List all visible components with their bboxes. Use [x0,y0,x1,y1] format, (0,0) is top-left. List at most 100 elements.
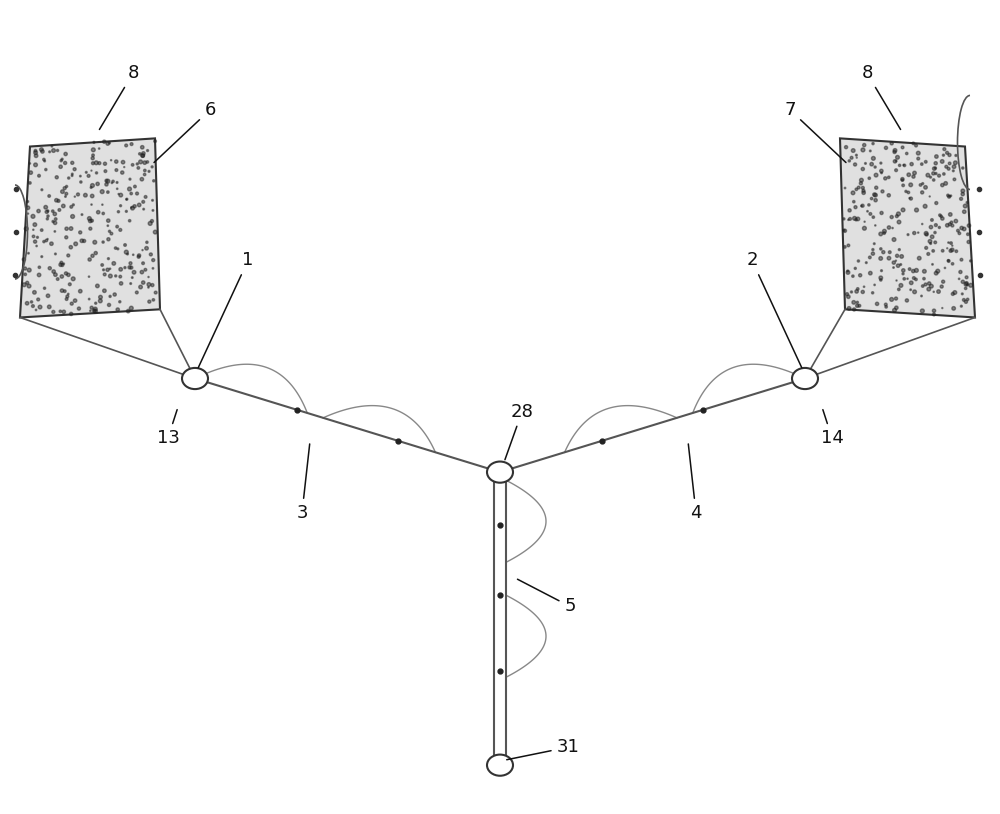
Point [944,219,960,232]
Point [144,215,160,228]
Text: 31: 31 [507,738,579,759]
Point [95,235,111,248]
Point [881,221,897,234]
Point [853,173,869,186]
Point [123,261,139,274]
Point [895,264,911,277]
Point [31,204,47,217]
Point [88,296,104,309]
Point [28,149,44,162]
Point [911,252,927,265]
Point [953,253,969,266]
Point [901,168,917,182]
Point [959,277,975,290]
Point [842,204,858,217]
Point [849,285,865,298]
Point [914,186,930,199]
Point [134,141,150,154]
Point [17,262,33,275]
Point [106,257,122,270]
Point [110,303,126,316]
Point [884,293,900,306]
Point [940,236,956,249]
Point [85,151,101,164]
Point [873,164,889,177]
Point [961,219,977,232]
Point [40,233,56,246]
Point [88,247,104,260]
Point [921,282,937,295]
Point [951,227,967,240]
Point [918,278,934,291]
Point [865,152,881,165]
Point [927,161,943,174]
Point [39,212,55,225]
Point [837,240,853,253]
Point [62,278,78,291]
Point [915,279,931,292]
Point [936,142,952,155]
Point [34,183,50,196]
Point [906,272,922,285]
Point [900,272,916,285]
Point [135,147,151,160]
Point [944,243,960,256]
Circle shape [792,368,818,389]
Point [868,194,884,207]
Point [97,164,113,177]
Point [42,146,58,159]
Point [53,256,69,269]
Point [82,214,98,227]
Point [85,149,101,162]
Point [129,157,145,170]
Point [948,215,964,228]
Point [47,268,63,281]
Point [842,212,858,225]
Point [845,144,861,157]
Point [905,170,921,183]
Point [941,162,957,175]
Point [84,301,100,314]
Point [120,247,136,260]
Point [125,202,141,215]
Point [26,286,42,299]
Point [847,262,863,275]
Point [20,195,36,208]
Point [865,211,881,224]
Point [960,293,976,306]
Point [47,225,63,238]
Point [139,236,155,249]
Point [40,209,56,222]
Point [908,139,924,152]
Point [850,255,866,268]
Point [878,298,894,311]
Point [130,161,146,174]
Point [934,301,950,314]
Point [926,308,942,321]
Point [924,258,940,271]
Text: 8: 8 [99,64,139,129]
Point [909,204,925,217]
Point [108,164,124,177]
Point [95,207,111,220]
Point [135,276,151,289]
Point [132,147,148,160]
Text: 2: 2 [746,252,802,368]
Point [953,300,969,313]
Point [67,163,83,176]
Point [141,165,157,178]
Point [943,189,959,202]
Point [900,186,916,199]
Point [108,269,124,282]
Point [31,260,47,274]
Point [143,248,159,261]
Point [958,282,974,295]
Point [888,155,904,168]
Point [948,149,964,162]
Point [913,178,929,191]
Point [931,221,947,234]
Point [109,176,125,189]
Point [869,297,885,310]
Point [96,263,112,276]
Point [938,177,954,190]
